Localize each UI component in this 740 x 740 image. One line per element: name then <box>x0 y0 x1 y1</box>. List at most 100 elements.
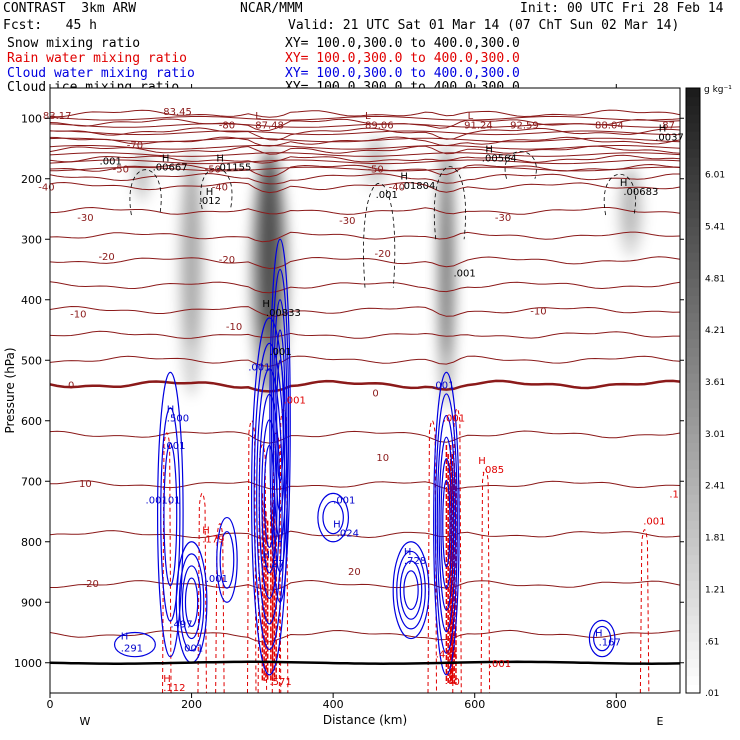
extremum-label: .001 <box>376 190 398 201</box>
isotherm-line <box>50 430 680 444</box>
isotherm-line <box>50 154 680 164</box>
extremum-label: 92.59 <box>510 120 539 131</box>
extremum-label: 83.17 <box>43 111 72 122</box>
isotherm-label: -50 <box>113 164 129 175</box>
cloud-water-contour <box>219 531 235 589</box>
extremum-label: .167 <box>599 638 621 649</box>
colorbar-segment <box>686 88 700 98</box>
extremum-label: .00683 <box>623 187 658 198</box>
colorbar-segment <box>686 520 700 530</box>
colorbar-segment <box>686 330 700 340</box>
isotherm-label: -10 <box>530 307 546 318</box>
colorbar-unit: g kg⁻¹ <box>704 85 732 95</box>
isotherm-label: -20 <box>219 255 235 266</box>
colorbar-segment <box>686 96 700 106</box>
extremum-label: 1.27 <box>262 559 284 570</box>
y-tick-label: 600 <box>21 415 42 428</box>
colorbar-segment <box>686 252 700 262</box>
field-label-cloud-water: Cloud water mixing ratio <box>7 66 195 81</box>
extremum-label: .291 <box>121 644 143 655</box>
colorbar-tick-label: .61 <box>705 637 719 647</box>
rain-contour <box>246 420 257 693</box>
x-tick-label: 600 <box>464 698 485 711</box>
colorbar-segment <box>686 321 700 331</box>
colorbar-segment <box>686 355 700 366</box>
colorbar-segment <box>686 684 700 694</box>
colorbar-tick-label: 3.61 <box>705 378 725 388</box>
cloud-water-contour <box>181 565 202 640</box>
colorbar-segment <box>686 131 700 141</box>
extremum-label: .179 <box>202 535 224 546</box>
isotherm-line <box>50 115 680 121</box>
isotherm-line <box>50 127 680 141</box>
isotherm-line <box>50 145 680 155</box>
colorbar-segment <box>686 148 700 158</box>
surface-line <box>50 660 680 665</box>
colorbar-segment <box>686 658 700 668</box>
isotherm-label: -20 <box>98 252 114 263</box>
cloud-water-contour <box>392 541 430 640</box>
y-axis-label: Pressure (hPa) <box>3 347 17 433</box>
field-label-snow: Snow mixing ratio <box>7 36 141 51</box>
isotherm-line <box>50 206 680 215</box>
extremum-label: H <box>262 550 270 561</box>
cloud-water-contour <box>588 619 616 658</box>
extremum-label: .001 <box>248 362 270 373</box>
colorbar-segment <box>686 528 700 538</box>
cloud-water-contour <box>593 625 612 652</box>
rain-contour <box>452 408 462 693</box>
extremum-label: .1 <box>669 489 679 500</box>
cloud-water-contour <box>399 560 423 620</box>
rain-contour <box>257 444 268 693</box>
extremum-label: .571 <box>269 677 291 688</box>
cloud-water-contour <box>442 479 451 568</box>
y-tick-label: 900 <box>21 596 42 609</box>
cloud-water-contour <box>184 577 199 628</box>
extremum-label: L <box>468 111 474 122</box>
isotherm-line <box>50 231 680 243</box>
init-time: Init: 00 UTC Fri 28 Feb 14 <box>520 1 724 16</box>
colorbar-segment <box>686 399 700 409</box>
snow-plume-core <box>441 151 452 357</box>
cloud-water-contour <box>322 500 344 535</box>
isotherm-label: 20 <box>86 579 99 590</box>
isotherm-label: -20 <box>375 249 391 260</box>
colorbar-segment <box>686 537 700 547</box>
colorbar-segment <box>686 425 700 435</box>
colorbar-segment <box>686 165 700 175</box>
colorbar-segment <box>686 451 700 461</box>
rain-contour <box>197 492 207 693</box>
colorbar-segment <box>686 597 700 608</box>
cloud-water-contour <box>113 631 156 658</box>
colorbar-segment <box>686 234 700 245</box>
colorbar-segment <box>686 338 700 348</box>
colorbar-segment <box>686 511 700 521</box>
isotherm-line <box>50 172 680 185</box>
extremum-label: H <box>162 154 170 165</box>
field-xy-snow: XY= 100.0,300.0 to 400.0,300.0 <box>285 36 520 51</box>
rain-contour <box>480 468 491 693</box>
extremum-label: .0037 <box>655 132 684 143</box>
valid-time: Valid: 21 UTC Sat 01 Mar 14 (07 ChT Sun … <box>288 18 680 33</box>
colorbar-segment <box>686 580 700 590</box>
isotherm-line <box>50 256 680 270</box>
extremum-label: .001 <box>284 396 306 407</box>
cloud-water-contour <box>403 570 419 611</box>
colorbar-frame <box>685 87 701 694</box>
cloud-water-contour <box>272 299 288 543</box>
extremum-label: L <box>255 111 261 122</box>
left-title: CONTRAST 3km ARW <box>3 1 137 16</box>
colorbar-segment <box>686 226 700 236</box>
colorbar-segment <box>686 641 700 651</box>
x-tick-label: 200 <box>181 698 202 711</box>
isotherm-line <box>50 379 680 393</box>
extremum-label: H <box>167 405 175 416</box>
colorbar-segment <box>686 260 700 270</box>
extremum-label: .451 <box>436 650 458 661</box>
colorbar-segment <box>686 675 700 685</box>
extremum-label: .001 <box>443 414 465 425</box>
snow-plume-core <box>259 157 280 349</box>
colorbar-tick-label: 6.01 <box>705 171 725 181</box>
rain-contour <box>162 432 172 693</box>
